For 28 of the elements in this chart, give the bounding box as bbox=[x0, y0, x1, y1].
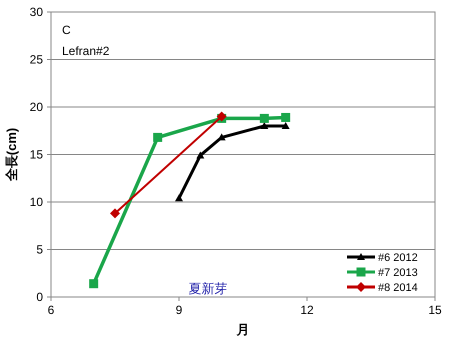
annotation: 夏新芽 bbox=[188, 281, 228, 296]
point bbox=[153, 132, 162, 142]
point bbox=[282, 122, 290, 129]
point bbox=[196, 151, 204, 158]
x-tick-label: 6 bbox=[48, 303, 55, 317]
annotation: Lefran#2 bbox=[62, 44, 110, 58]
y-tick-label: 20 bbox=[30, 100, 44, 114]
y-axis-title: 全長(cm) bbox=[4, 128, 19, 182]
point bbox=[260, 122, 268, 129]
point bbox=[281, 112, 290, 122]
point bbox=[175, 194, 183, 202]
y-tick-label: 10 bbox=[30, 195, 44, 209]
x-tick-label: 15 bbox=[428, 303, 442, 317]
y-tick-label: 25 bbox=[30, 52, 44, 66]
y-tick-label: 15 bbox=[30, 148, 44, 162]
x-tick-label: 9 bbox=[176, 303, 183, 317]
x-axis-title: 月 bbox=[236, 322, 250, 337]
annotation: C bbox=[62, 23, 71, 37]
y-tick-label: 5 bbox=[36, 242, 44, 256]
legend-label: #8 2014 bbox=[378, 282, 418, 294]
point bbox=[89, 279, 98, 288]
legend-label: #6 2012 bbox=[378, 252, 418, 264]
y-tick-label: 0 bbox=[36, 290, 44, 304]
point bbox=[110, 208, 120, 218]
point bbox=[260, 114, 269, 123]
legend-label: #7 2013 bbox=[378, 267, 418, 279]
x-tick-label: 12 bbox=[300, 303, 314, 317]
y-tick-label: 30 bbox=[30, 5, 44, 19]
